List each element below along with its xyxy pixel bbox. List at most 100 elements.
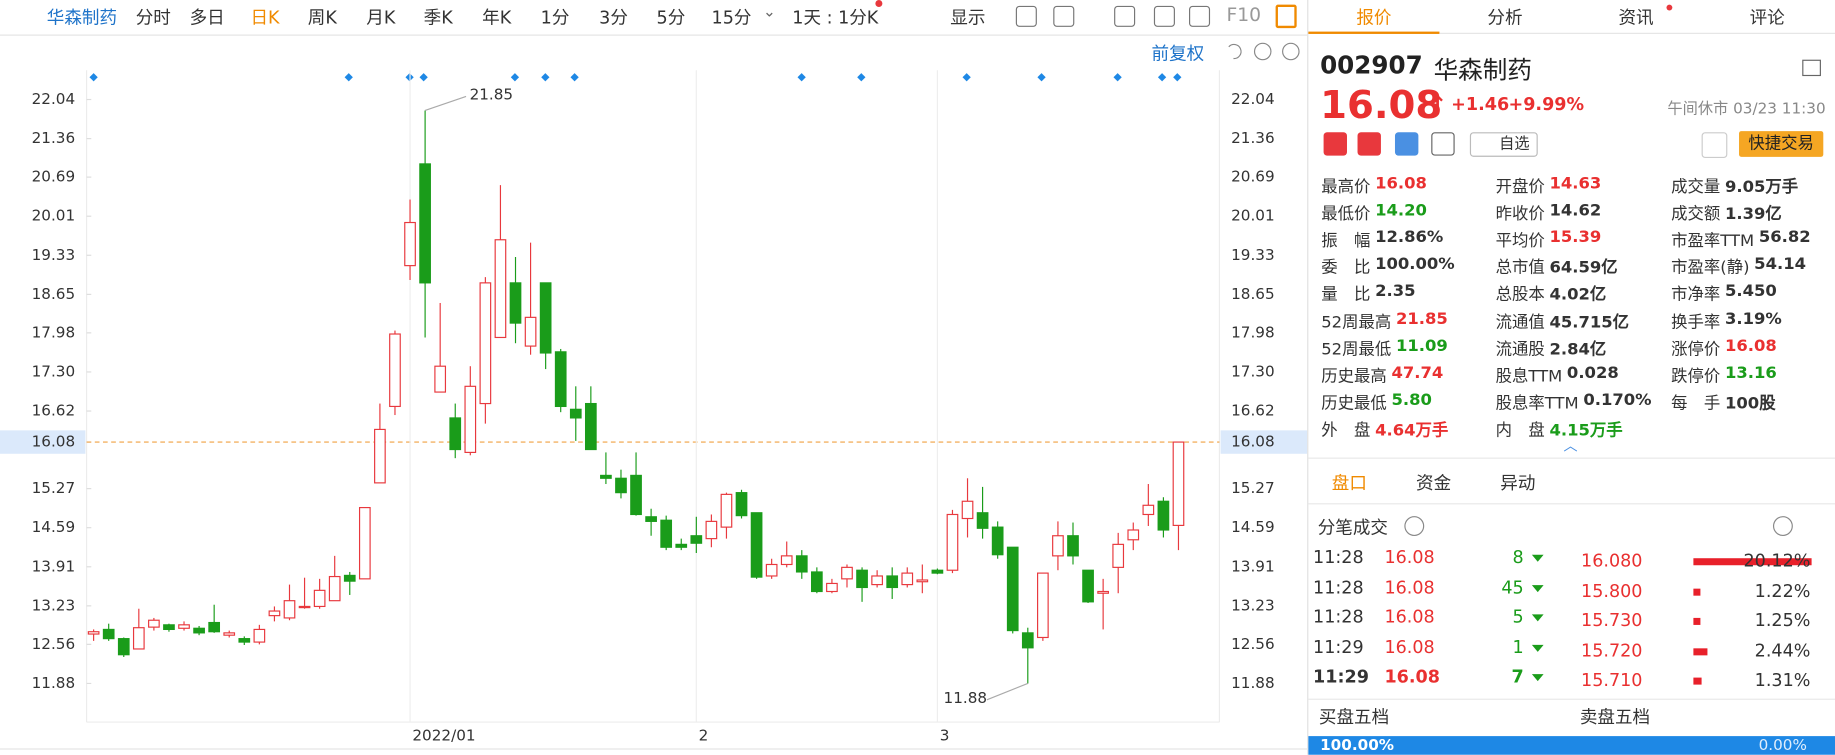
- candle-body: [178, 624, 190, 629]
- quote-value: 14.62: [1549, 201, 1602, 221]
- quote-value: 56.82: [1758, 228, 1811, 248]
- tag-icon[interactable]: [1323, 132, 1347, 156]
- stock-name[interactable]: 华森制药: [46, 7, 118, 29]
- candle-body: [87, 631, 100, 635]
- candle-body: [313, 589, 326, 608]
- y-tick-label: 17.98: [32, 323, 76, 341]
- y-tick-label: 15.27: [32, 479, 76, 497]
- y-tick-label: 18.65: [32, 285, 76, 303]
- display-select[interactable]: 显示: [950, 7, 986, 29]
- quote-label: 历史最低: [1321, 394, 1387, 413]
- quote-label: 总市值: [1495, 258, 1545, 278]
- candle-body: [660, 519, 673, 548]
- book-price: 15.800: [1581, 579, 1643, 602]
- news-dot: [1666, 4, 1673, 11]
- period-tab[interactable]: 15分: [711, 7, 752, 29]
- period-tab[interactable]: 5分: [656, 7, 686, 29]
- menu-icon[interactable]: [1802, 59, 1821, 77]
- zoom-in[interactable]: [1282, 42, 1300, 61]
- section-border: [1308, 457, 1835, 459]
- trade-volume: 7: [1511, 666, 1524, 688]
- new-dot: [875, 0, 883, 8]
- panel-tab[interactable]: 分析: [1487, 7, 1523, 29]
- sub-tab[interactable]: 盘口: [1331, 472, 1367, 494]
- candle-body: [630, 474, 642, 516]
- period-tab[interactable]: 日K: [250, 7, 280, 29]
- quote-label: 市净率: [1671, 286, 1721, 305]
- tool-icon[interactable]: [1189, 5, 1211, 27]
- book-price: 16.080: [1581, 550, 1643, 572]
- candle-body: [434, 365, 447, 393]
- panel-tab[interactable]: 报价: [1356, 7, 1392, 29]
- period-tab[interactable]: 年K: [482, 7, 512, 29]
- period-tab[interactable]: 季K: [423, 7, 453, 29]
- candle-body: [1037, 572, 1049, 639]
- candle-body: [750, 512, 763, 578]
- period-tab[interactable]: 周K: [307, 7, 337, 29]
- y-tick-label: 14.59: [32, 518, 76, 536]
- help-icon[interactable]: [1404, 516, 1425, 536]
- panel-tab[interactable]: 资讯: [1618, 7, 1654, 29]
- candle-body: [268, 610, 281, 617]
- trade-time: 11:29: [1313, 666, 1369, 688]
- tag-icon[interactable]: [1394, 132, 1419, 156]
- sub-tab[interactable]: 异动: [1500, 472, 1536, 494]
- y-tick-label-right: 16.08: [1231, 433, 1275, 451]
- quote-label: 52周最低: [1321, 340, 1392, 359]
- y-tick-label: 22.04: [32, 90, 76, 108]
- x-tick-label: 3: [940, 727, 950, 745]
- quote-label: 外 盘: [1321, 421, 1371, 440]
- quote-value: 4.02亿: [1549, 286, 1607, 305]
- period-tab[interactable]: 月K: [366, 7, 396, 29]
- sub-tab[interactable]: 资金: [1416, 472, 1452, 494]
- trade-button[interactable]: 快捷交易: [1739, 131, 1824, 157]
- interval-select[interactable]: 1天 : 1分K: [792, 7, 879, 29]
- quote-value: 14.20: [1375, 201, 1427, 221]
- list-icon[interactable]: [1431, 132, 1455, 156]
- panel-tab[interactable]: 评论: [1749, 7, 1785, 29]
- trade-volume: 5: [1512, 606, 1524, 628]
- candle-body: [374, 428, 386, 484]
- undo-icon[interactable]: [1228, 43, 1242, 60]
- quote-label: 流通值: [1495, 313, 1545, 332]
- quote-label: 流通股: [1495, 340, 1545, 359]
- trade-direction: [1531, 554, 1544, 562]
- quote-label: 成交额: [1671, 204, 1721, 224]
- tool-icon[interactable]: [1053, 5, 1075, 27]
- layout-icon[interactable]: [1275, 4, 1297, 29]
- watch-button[interactable]: 自选: [1469, 132, 1538, 157]
- event-marker: [89, 73, 98, 82]
- candle-body: [584, 402, 597, 451]
- period-tab[interactable]: 多日: [189, 7, 225, 29]
- quote-label: 委 比: [1321, 258, 1371, 278]
- candle-body: [1172, 441, 1185, 526]
- candle-body: [871, 575, 883, 586]
- period-tab[interactable]: 3分: [599, 7, 628, 29]
- candle-body: [494, 239, 507, 339]
- period-tab[interactable]: 分时: [135, 7, 171, 29]
- quote-label: 昨收价: [1495, 204, 1545, 224]
- zoom-out[interactable]: [1253, 42, 1272, 61]
- quote-value: 16.08: [1724, 336, 1777, 356]
- candle-body: [117, 638, 130, 656]
- candle-body: [720, 493, 733, 528]
- candle-body: [539, 282, 552, 354]
- collapse-arrow[interactable]: ︿: [1563, 437, 1578, 455]
- quote-label: 市盈率TTM: [1671, 231, 1755, 251]
- y-tick-label-right: 13.91: [1231, 557, 1275, 575]
- tool-icon[interactable]: [1153, 5, 1175, 27]
- trade-time: 11:28: [1313, 546, 1364, 568]
- tool-icon[interactable]: [1015, 5, 1037, 27]
- tool-icon[interactable]: [1114, 5, 1136, 27]
- event-marker: [797, 73, 806, 82]
- f10-button[interactable]: F10: [1226, 3, 1262, 26]
- book-pct: 1.25%: [1754, 609, 1811, 632]
- quote-value: 1.39亿: [1724, 204, 1782, 224]
- candle-body: [1142, 504, 1155, 516]
- bell-icon[interactable]: [1701, 132, 1728, 158]
- adjust-toggle[interactable]: 前复权: [1151, 43, 1205, 65]
- period-tab[interactable]: 1分: [540, 7, 570, 29]
- tag-icon[interactable]: [1357, 132, 1381, 156]
- more-icon[interactable]: [1772, 516, 1793, 536]
